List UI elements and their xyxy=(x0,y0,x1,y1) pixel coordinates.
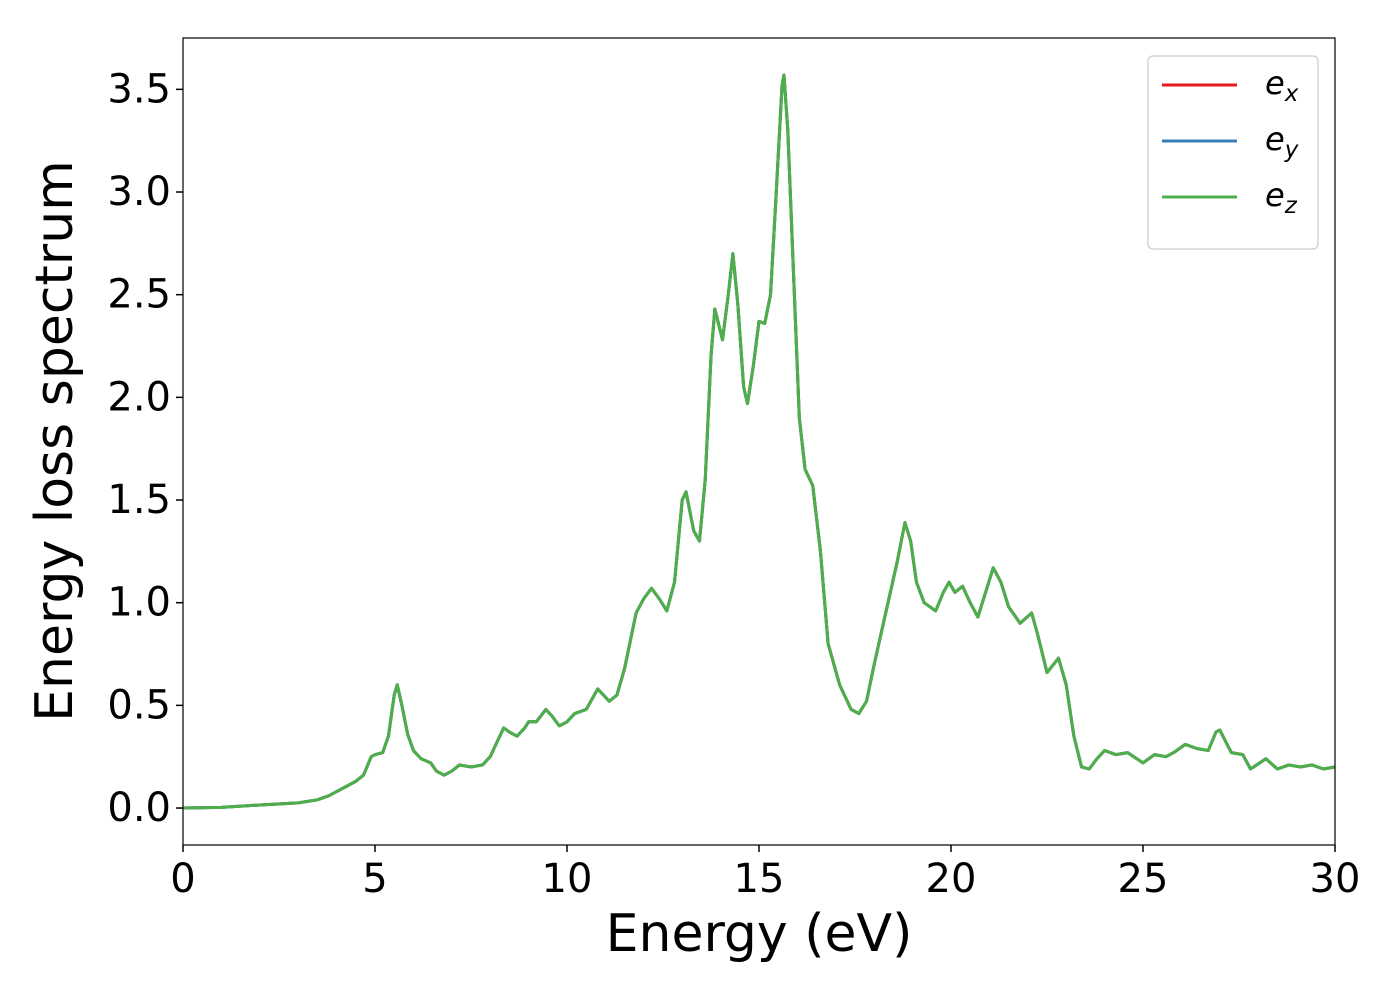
y-tick-label: 2.5 xyxy=(107,272,171,318)
legend: ex ey ez xyxy=(1147,55,1319,250)
y-axis-label: Energy loss spectrum xyxy=(25,160,85,722)
legend-label: ex xyxy=(1265,64,1299,107)
series-line xyxy=(182,73,1336,810)
x-tick-label: 25 xyxy=(1118,856,1169,902)
y-tick-label: 2.0 xyxy=(107,374,171,420)
x-tick-label: 30 xyxy=(1310,856,1361,902)
x-tick-label: 10 xyxy=(542,856,593,902)
y-tick-label: 1.5 xyxy=(107,477,171,523)
y-tick-label: 1.0 xyxy=(107,580,171,626)
x-axis-label: Energy (eV) xyxy=(606,904,913,964)
x-tick-label: 5 xyxy=(362,856,387,902)
y-tick-label: 3.0 xyxy=(107,169,171,215)
x-tick-label: 20 xyxy=(926,856,977,902)
legend-label: ez xyxy=(1265,176,1298,219)
x-tick-label: 15 xyxy=(734,856,785,902)
plot-frame xyxy=(182,37,1336,846)
legend-label: ey xyxy=(1265,120,1299,163)
x-tick-label: 0 xyxy=(170,856,195,902)
legend-box xyxy=(1147,55,1319,250)
y-tick-label: 0.0 xyxy=(107,785,171,831)
y-tick-label: 3.5 xyxy=(107,66,171,112)
y-tick-label: 0.5 xyxy=(107,682,171,728)
